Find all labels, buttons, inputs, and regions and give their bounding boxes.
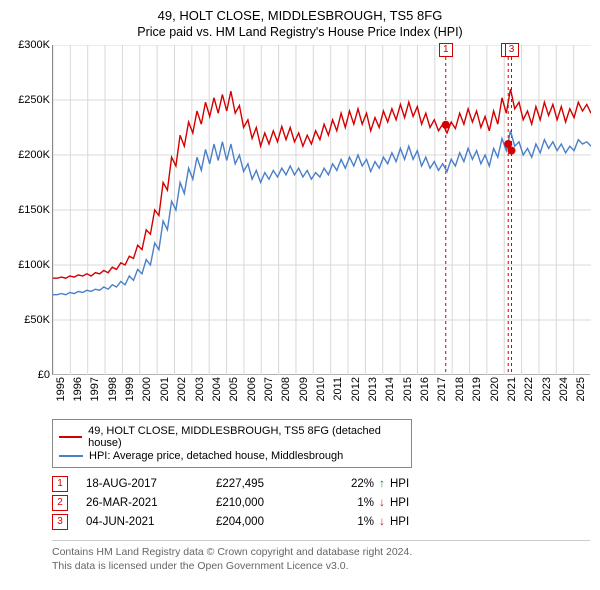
transaction-percent: 1%: [326, 516, 374, 528]
x-tick-label: 2022: [523, 377, 535, 401]
x-tick-label: 2013: [367, 377, 379, 401]
x-tick-label: 2011: [332, 377, 344, 401]
y-tick-label: £200K: [18, 149, 50, 161]
transaction-marker: 2: [52, 495, 68, 511]
transaction-row: 3 04-JUN-2021£204,0001%↓HPI: [52, 514, 590, 530]
x-tick-label: 1996: [72, 377, 84, 401]
x-tick-label: 2018: [454, 377, 466, 401]
transaction-hpi-label: HPI: [390, 478, 426, 490]
y-tick-label: £150K: [18, 204, 50, 216]
footer-line-2: This data is licensed under the Open Gov…: [52, 559, 590, 573]
legend-label: 49, HOLT CLOSE, MIDDLESBROUGH, TS5 8FG (…: [88, 425, 405, 449]
transaction-marker: 1: [52, 476, 68, 492]
page-title: 49, HOLT CLOSE, MIDDLESBROUGH, TS5 8FG: [10, 8, 590, 23]
x-tick-label: 2015: [402, 377, 414, 401]
x-tick-label: 2023: [541, 377, 553, 401]
chart-marker-3: 3: [505, 43, 519, 57]
transaction-percent: 22%: [326, 478, 374, 490]
legend-swatch: [59, 455, 83, 457]
transaction-price: £210,000: [216, 497, 326, 509]
x-tick-label: 1999: [124, 377, 136, 401]
y-tick-label: £100K: [18, 259, 50, 271]
x-tick-label: 2017: [436, 377, 448, 401]
x-tick-label: 1995: [55, 377, 67, 401]
x-tick-label: 2016: [419, 377, 431, 401]
transaction-marker: 3: [52, 514, 68, 530]
chart-marker-1: 1: [439, 43, 453, 57]
x-tick-label: 2001: [159, 377, 171, 401]
x-axis-labels: 1995 1996 1997 1998 1999 2000 2001 2002 2003 2004…: [52, 377, 590, 413]
transaction-percent: 1%: [326, 497, 374, 509]
x-tick-label: 2006: [246, 377, 258, 401]
y-tick-label: £50K: [24, 314, 50, 326]
transaction-hpi-label: HPI: [390, 516, 426, 528]
transactions-table: 118-AUG-2017£227,49522%↑HPI226-MAR-2021£…: [52, 476, 590, 530]
footer-line-1: Contains HM Land Registry data © Crown c…: [52, 545, 590, 559]
x-tick-label: 2009: [298, 377, 310, 401]
x-tick-label: 2012: [350, 377, 362, 401]
transaction-row: 1 18-AUG-2017£227,49522%↑HPI: [52, 476, 590, 492]
legend-item: 49, HOLT CLOSE, MIDDLESBROUGH, TS5 8FG (…: [59, 425, 405, 449]
x-tick-label: 2007: [263, 377, 275, 401]
transaction-hpi-label: HPI: [390, 497, 426, 509]
transaction-price: £204,000: [216, 516, 326, 528]
transaction-row: 2 26-MAR-2021£210,0001%↓HPI: [52, 495, 590, 511]
x-tick-label: 2025: [575, 377, 587, 401]
x-tick-label: 2004: [211, 377, 223, 401]
trend-arrow-icon: ↑: [374, 478, 390, 490]
transaction-date: 04-JUN-2021: [86, 516, 216, 528]
y-axis-labels: £0£50K£100K£150K£200K£250K£300K: [10, 45, 52, 375]
x-tick-label: 2021: [506, 377, 518, 401]
price-chart: £0£50K£100K£150K£200K£250K£300K 123 1995…: [10, 45, 590, 413]
trend-arrow-icon: ↓: [374, 497, 390, 509]
x-tick-label: 2008: [280, 377, 292, 401]
chart-svg: [53, 45, 591, 375]
y-tick-label: £300K: [18, 39, 50, 51]
transaction-price: £227,495: [216, 478, 326, 490]
legend: 49, HOLT CLOSE, MIDDLESBROUGH, TS5 8FG (…: [52, 419, 412, 468]
transaction-date: 26-MAR-2021: [86, 497, 216, 509]
plot-area: 123: [52, 45, 590, 375]
data-attribution: Contains HM Land Registry data © Crown c…: [52, 540, 590, 573]
y-tick-label: £0: [38, 369, 50, 381]
x-tick-label: 2000: [141, 377, 153, 401]
x-tick-label: 1998: [107, 377, 119, 401]
legend-label: HPI: Average price, detached house, Midd…: [89, 450, 343, 462]
page-subtitle: Price paid vs. HM Land Registry's House …: [10, 25, 590, 39]
x-tick-label: 2020: [489, 377, 501, 401]
transaction-date: 18-AUG-2017: [86, 478, 216, 490]
x-tick-label: 2010: [315, 377, 327, 401]
x-tick-label: 2005: [228, 377, 240, 401]
x-tick-label: 2014: [384, 377, 396, 401]
x-tick-label: 2019: [471, 377, 483, 401]
x-tick-label: 2024: [558, 377, 570, 401]
x-tick-label: 2003: [194, 377, 206, 401]
legend-swatch: [59, 436, 82, 438]
y-tick-label: £250K: [18, 94, 50, 106]
trend-arrow-icon: ↓: [374, 516, 390, 528]
x-tick-label: 1997: [89, 377, 101, 401]
legend-item: HPI: Average price, detached house, Midd…: [59, 450, 405, 462]
x-tick-label: 2002: [176, 377, 188, 401]
